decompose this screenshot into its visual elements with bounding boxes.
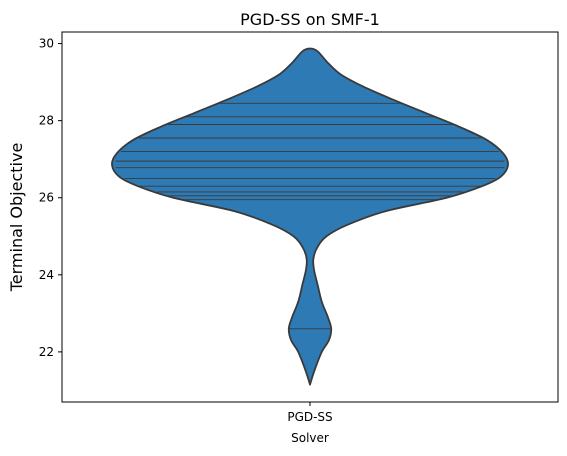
chart-title: PGD-SS on SMF-1 [240,10,380,29]
violin-body [111,47,509,386]
y-tick-label: 22 [39,345,54,359]
plot-area [111,47,509,386]
y-axis-label: Terminal Objective [7,143,26,293]
y-axis: 22 24 26 28 30 [39,37,62,359]
y-tick-label: 30 [39,37,54,51]
y-tick-label: 24 [39,268,54,282]
x-axis-label: Solver [291,431,329,445]
x-axis: PGD-SS [287,402,333,424]
y-tick-label: 26 [39,191,54,205]
x-tick-label: PGD-SS [287,410,332,424]
y-tick-label: 28 [39,114,54,128]
